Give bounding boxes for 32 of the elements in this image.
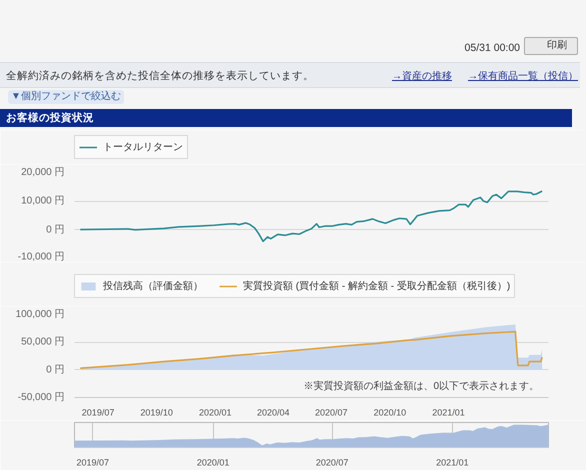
x-tick-label: 2019/07 [82,408,114,418]
x-tick-label: 2020/01 [199,408,232,418]
legend-label: トータルリターン [103,141,183,154]
y-tick-label: 0 円 [46,224,65,236]
y-tick-label: -50,000 円 [18,392,65,403]
chart-title: お客様の投資状況 [0,109,572,127]
text: 印刷 [524,37,578,56]
y-tick-label: 0 円 [46,364,65,376]
x-tick-label: 2020/10 [374,408,406,418]
text: 全解約済みの銘柄を含めた投信全体の推移を表示しています。 [6,69,314,84]
x-tick-label: 2020/01 [196,458,230,468]
y-tick-label: -10,000 円 [18,252,65,262]
y-tick-label: 100,000 円 [16,309,65,320]
x-tick-label: 2019/07 [76,458,110,468]
x-tick-label: 2020/04 [257,408,290,418]
x-tick-label: 2021/01 [436,458,469,468]
annotation: ※実質投資額の利益金額は、0以下で表示されます。 [303,380,540,392]
x-tick-label: 2021/01 [432,408,465,418]
x-tick-label: 2019/10 [140,408,173,418]
text: ▼個別ファンドで絞込む [8,90,124,104]
text: →資産の推移 [392,70,452,84]
x-tick-label: 2020/07 [316,458,348,468]
text: 05/31 00:00 [464,41,520,56]
legend-label: 投信残高（評価金額） [103,280,203,293]
text: →保有商品一覧（投信） [468,70,578,84]
legend-label: 実質投資額 (買付金額 - 解約金額 - 受取分配金額（税引後）) [243,280,510,293]
line-series [79,190,543,242]
y-tick-label: 50,000 円 [21,336,65,348]
y-tick-label: 10,000 円 [21,196,65,207]
line-series [79,330,543,369]
y-tick-label: 20,000 円 [21,167,65,178]
x-tick-label: 2020/07 [314,408,348,418]
